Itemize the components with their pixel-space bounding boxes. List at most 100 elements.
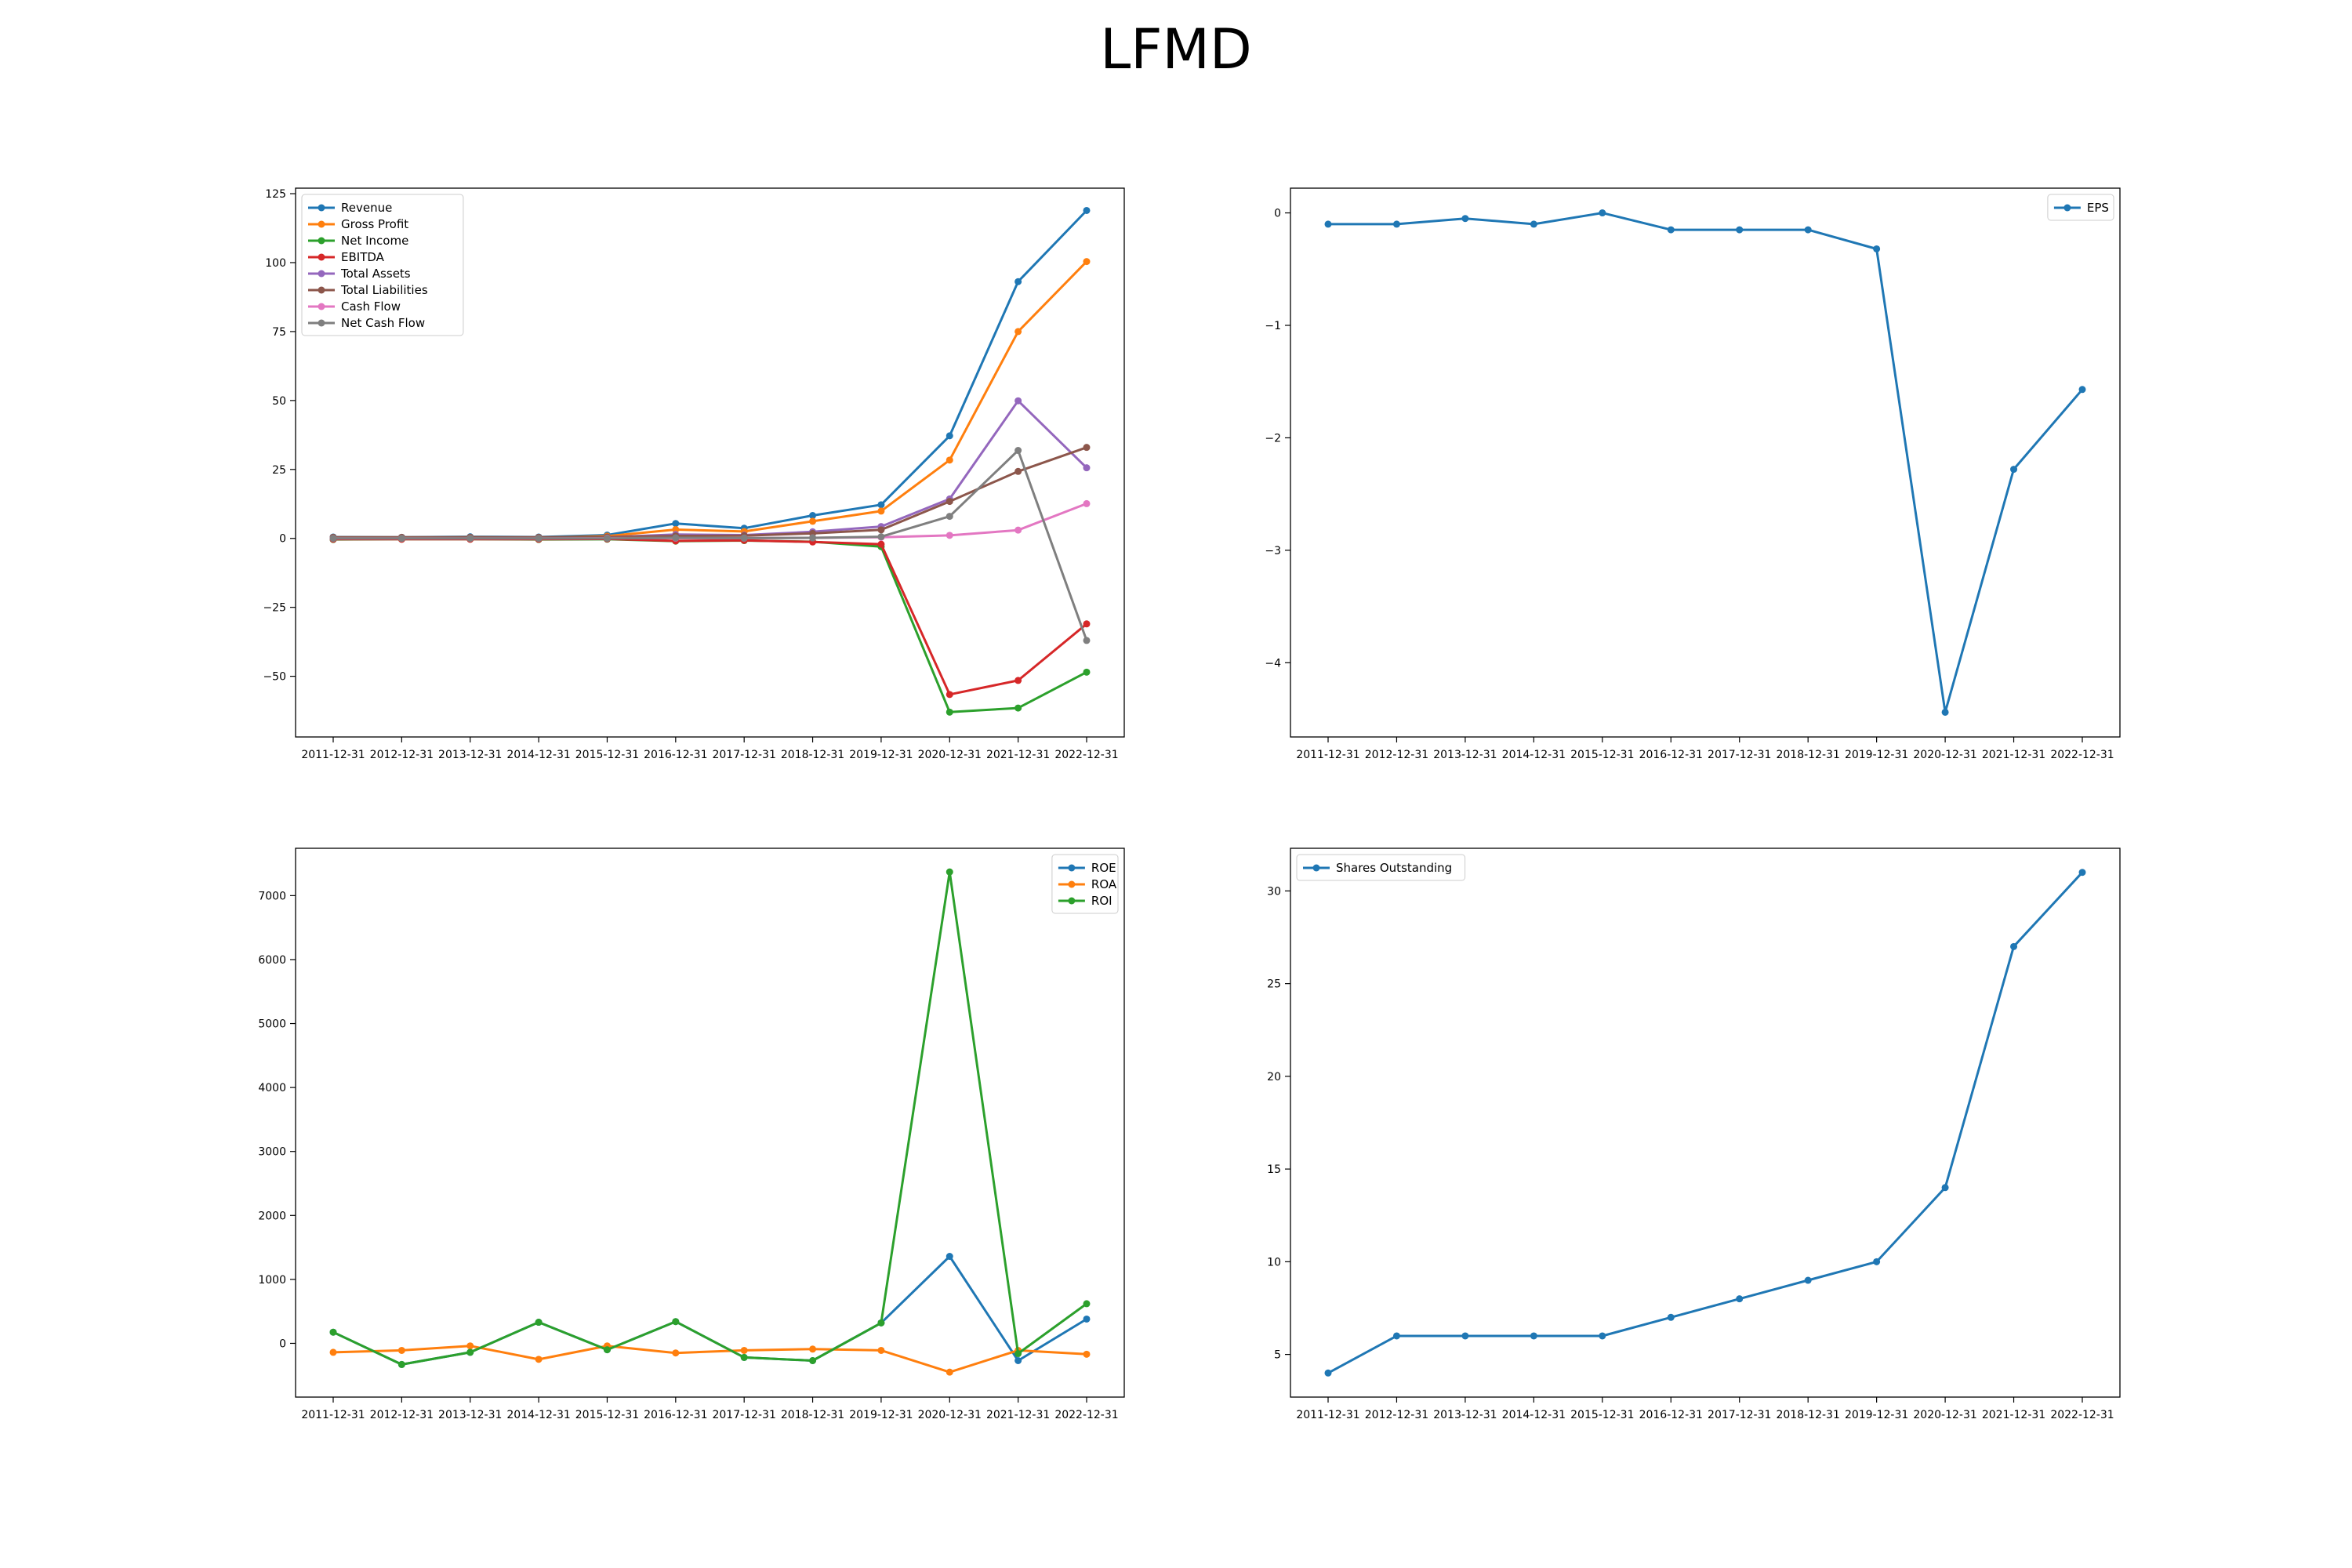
data-point [1014,1356,1022,1364]
data-point [1083,1350,1091,1358]
x-tick-label: 2013-12-31 [438,1409,502,1421]
legend-label: ROE [1091,861,1116,875]
x-tick-label: 2016-12-31 [1639,1409,1703,1421]
x-tick-label: 2018-12-31 [781,749,844,761]
series-net-cash-flow [329,447,1091,644]
x-tick-label: 2019-12-31 [849,749,913,761]
legend: Shares Outstanding [1296,854,1466,881]
legend-label: EPS [2087,201,2109,215]
y-tick-label: 125 [265,188,286,201]
data-point [603,535,611,543]
x-tick-label: 2021-12-31 [1982,749,2045,761]
panel-shares-outstanding: 2011-12-31 2012-12-31 2013-12-31 2014-12-31… [1267,848,2121,1421]
x-tick-label: 2015-12-31 [575,1409,639,1421]
data-point [397,1346,405,1354]
legend-marker [318,319,325,327]
data-point [809,1345,817,1353]
data-point [1804,1276,1812,1284]
data-point [1083,1315,1091,1323]
data-point [672,1318,680,1326]
x-tick-label: 2018-12-31 [1776,1409,1839,1421]
legend-label: Total Liabilities [340,283,428,297]
series-line [332,538,1087,713]
legend-box [301,194,464,336]
data-point [1736,1295,1744,1303]
x-tick-label: 2011-12-31 [1296,1409,1359,1421]
y-tick-label: 5000 [258,1018,286,1031]
x-tick-label: 2014-12-31 [1502,1409,1566,1421]
y-tick-label: 30 [1267,885,1281,898]
series-roi [329,868,1091,1368]
series-total-assets [329,397,1091,542]
x-tick-label: 2017-12-31 [712,1409,775,1421]
data-point [1667,226,1675,234]
legend-label: Gross Profit [341,217,408,231]
x-tick-label: 2014-12-31 [506,1409,570,1421]
data-point [672,525,680,533]
data-point [809,517,817,525]
x-tick-label: 2020-12-31 [918,749,982,761]
legend-marker [318,303,325,310]
x-tick-label: 2013-12-31 [1433,749,1497,761]
data-point [740,1346,748,1354]
data-point [809,534,817,542]
data-point [877,1346,885,1354]
legend-label: Revenue [341,201,392,215]
x-tick-label: 2015-12-31 [1570,749,1634,761]
data-point [1014,1350,1022,1358]
series-line [1328,212,2084,713]
x-tick-label: 2022-12-31 [1054,1409,1118,1421]
x-tick-label: 2018-12-31 [781,1409,844,1421]
legend-marker [318,253,325,261]
data-point [672,534,680,542]
legend-box [2047,194,2114,221]
y-tick-label: −4 [1265,657,1281,670]
x-tick-label: 2016-12-31 [644,1409,707,1421]
y-tick-label: 0 [1274,208,1281,220]
series-line [1327,871,2084,1374]
y-tick-label: 25 [1267,978,1281,991]
data-point [329,1328,337,1336]
data-point [1083,206,1091,214]
plot-frame [295,187,1125,738]
legend-marker [318,286,325,294]
y-tick-label: 4000 [258,1082,286,1094]
x-tick-label: 2020-12-31 [918,1409,982,1421]
data-point [877,507,885,515]
data-point [1324,1369,1332,1377]
legend: EPS [2047,194,2114,221]
legend-marker [1312,864,1320,872]
data-point [1083,464,1091,472]
data-point [1392,1332,1400,1340]
data-point [740,1353,748,1361]
data-point [603,1346,611,1354]
x-tick-label: 2017-12-31 [1708,749,1771,761]
data-point [1736,226,1744,234]
data-point [946,456,953,464]
x-tick-label: 2018-12-31 [1776,749,1839,761]
x-tick-label: 2019-12-31 [1845,1409,1908,1421]
x-tick-label: 2011-12-31 [301,1409,365,1421]
x-tick-label: 2022-12-31 [1054,749,1118,761]
data-point [877,1319,885,1327]
y-tick-label: −2 [1265,432,1281,445]
panel-financials: 2011-12-31 2012-12-31 2013-12-31 2014-12-31… [263,187,1125,761]
y-tick-label: 15 [1267,1163,1281,1176]
data-point [535,1319,543,1327]
legend-box [1296,854,1466,881]
legend: Revenue Gross Profit Net Income EBITDA Total… [301,194,464,336]
y-tick-label: −50 [263,671,286,684]
data-point [1014,467,1022,475]
plot-frame [1290,848,2121,1398]
y-tick-label: 20 [1267,1071,1281,1083]
data-point [1941,1184,1949,1192]
data-point [1941,708,1949,716]
series-line [333,399,1088,539]
legend-marker [318,204,325,212]
x-tick-label: 2019-12-31 [1845,749,1908,761]
panel-eps: 2011-12-31 2012-12-31 2013-12-31 2014-12-31… [1265,187,2121,761]
data-point [1667,1313,1675,1321]
legend-label: Total Assets [340,267,411,281]
data-point [1083,668,1091,676]
series-line [332,1345,1087,1374]
